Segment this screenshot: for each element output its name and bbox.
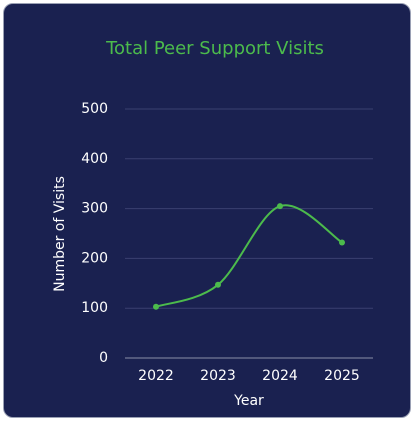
y-tick-label: 300 — [81, 201, 108, 217]
x-tick-label: 2024 — [262, 368, 298, 384]
y-axis-label: Number of Visits — [52, 176, 68, 292]
line — [155, 204, 343, 308]
point — [277, 203, 283, 210]
point — [153, 303, 159, 310]
y-tick-label: 200 — [81, 250, 108, 266]
point — [339, 239, 345, 246]
y-tick-label: 400 — [81, 151, 108, 167]
x-tick-label: 2022 — [138, 368, 174, 384]
x-tick-label: 2023 — [200, 368, 236, 384]
x-axis-label: Year — [233, 393, 264, 409]
y-tick-label: 100 — [81, 300, 108, 316]
card — [3, 3, 411, 418]
x-tick-label: 2025 — [324, 368, 360, 384]
y-tick-label: 500 — [81, 101, 108, 117]
y-tick-label: 0 — [99, 350, 108, 366]
chart-title: Total Peer Support Visits — [105, 38, 324, 59]
point — [215, 281, 221, 288]
